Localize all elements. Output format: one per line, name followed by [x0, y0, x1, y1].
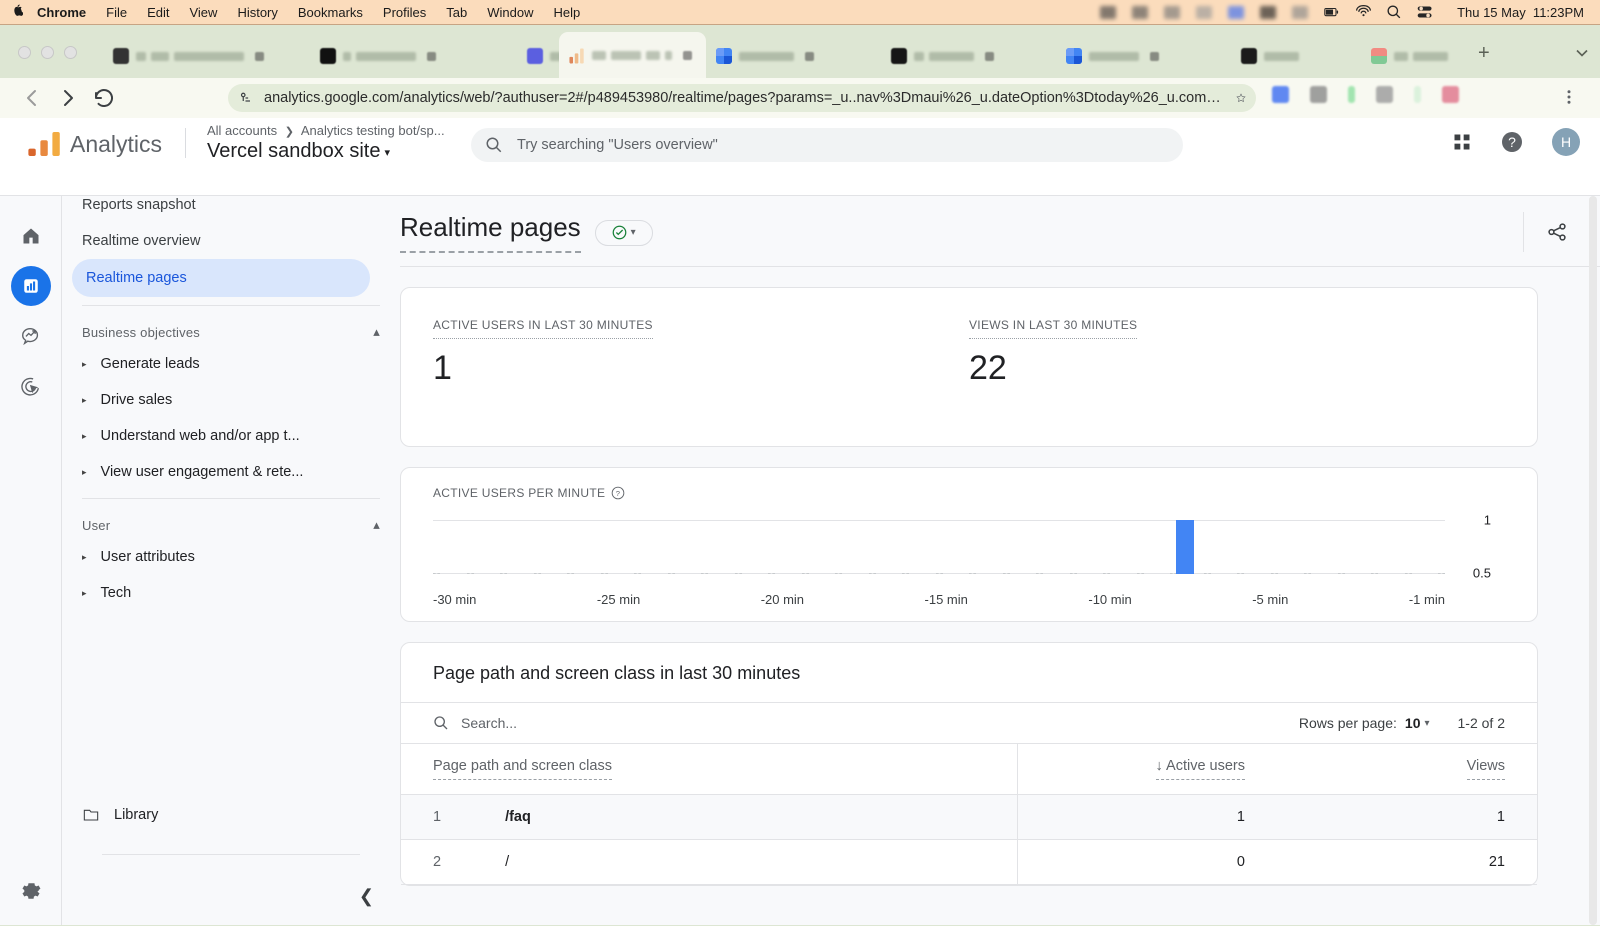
- svg-text:?: ?: [616, 489, 620, 498]
- svg-text:?: ?: [1508, 134, 1516, 150]
